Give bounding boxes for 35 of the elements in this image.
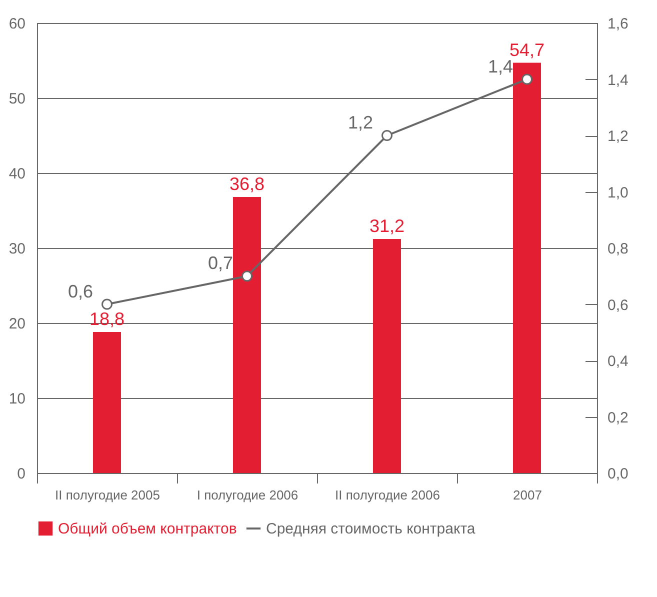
bar	[233, 197, 261, 473]
y2-tick-label: 0,4	[608, 353, 628, 370]
bar	[373, 239, 401, 473]
point	[102, 298, 112, 310]
x-tick-label: I полугодие 2006	[196, 488, 298, 502]
point	[242, 270, 252, 282]
y2-tick-label: 0,8	[608, 240, 628, 258]
data-label: 31,2	[369, 216, 405, 236]
y2-tick-label: 1,2	[608, 128, 628, 145]
x-tick-label: II полугодие 2005	[55, 488, 160, 502]
y2-tick-label: 0,6	[608, 296, 628, 314]
y-tick-label: 20	[8, 316, 26, 332]
y-tick-label: 40	[8, 166, 26, 182]
y2-tick-label: 0,0	[608, 466, 628, 482]
x-tick-label: 2007	[513, 488, 542, 502]
y-tick-label: 50	[8, 90, 26, 108]
y-tick-label: 0	[17, 466, 26, 482]
y-tick-label: 30	[8, 240, 26, 258]
bar	[93, 332, 121, 473]
legend-label: Средняя стоимость контракта	[266, 520, 476, 538]
x-tick-label: II полугодие 2006	[335, 488, 440, 502]
point	[382, 130, 392, 141]
y2-tick-label: 0,2	[608, 409, 628, 426]
data-label: 1,2	[348, 112, 373, 132]
y-tick-label: 10	[8, 390, 26, 408]
data-label: 36,8	[229, 174, 265, 194]
y2-tick-label: 1,4	[608, 72, 628, 89]
bar	[513, 62, 541, 473]
point	[522, 74, 532, 85]
y-tick-label: 60	[8, 16, 26, 32]
y2-tick-label: 1,0	[608, 184, 628, 202]
y2-tick-label: 1,6	[608, 16, 628, 32]
data-label: 0,6	[68, 281, 93, 302]
legend-label: Общий объем контрактов	[58, 520, 237, 538]
data-label: 0,7	[208, 253, 233, 274]
